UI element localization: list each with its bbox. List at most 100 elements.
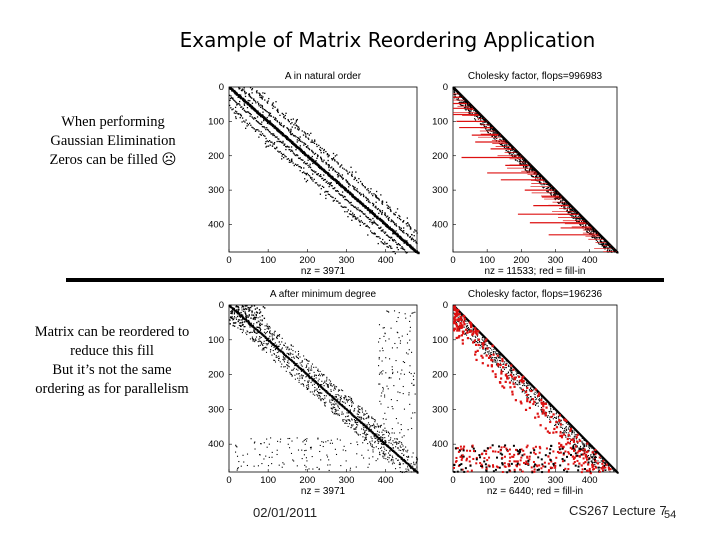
nonzero-mark	[277, 138, 279, 140]
nonzero-mark	[272, 102, 274, 104]
nonzero-mark	[236, 455, 239, 457]
nonzero-mark	[528, 171, 530, 173]
nonzero-mark	[554, 191, 557, 193]
nonzero-mark	[283, 359, 285, 361]
nonzero-mark	[381, 347, 383, 349]
nonzero-mark	[380, 403, 382, 405]
nonzero-mark	[308, 134, 311, 136]
nonzero-mark	[251, 311, 253, 313]
nonzero-mark	[371, 193, 373, 195]
nonzero-mark	[390, 245, 392, 247]
nonzero-mark	[375, 446, 377, 448]
nonzero-mark	[411, 427, 413, 430]
nonzero-mark	[245, 119, 247, 121]
nonzero-mark	[380, 241, 382, 243]
nonzero-mark	[377, 442, 379, 444]
nonzero-mark	[297, 354, 299, 356]
nonzero-mark	[573, 215, 575, 217]
nonzero-mark	[464, 100, 466, 102]
nonzero-mark	[316, 154, 319, 156]
nonzero-mark	[352, 424, 354, 426]
nonzero-mark	[261, 349, 263, 351]
nonzero-mark	[372, 204, 374, 207]
nonzero-mark	[300, 383, 302, 385]
nonzero-mark	[593, 234, 595, 237]
nonzero-mark	[284, 342, 286, 344]
nonzero-mark	[319, 184, 321, 186]
nonzero-mark	[252, 314, 255, 316]
nonzero-mark	[372, 456, 374, 458]
y-tick-label: 200	[432, 370, 448, 381]
nonzero-mark	[291, 150, 294, 152]
nonzero-mark	[253, 317, 255, 319]
nonzero-mark	[241, 319, 243, 321]
nonzero-mark	[341, 186, 344, 189]
nonzero-mark	[385, 201, 388, 203]
nonzero-mark	[328, 155, 330, 157]
nonzero-mark	[247, 316, 249, 318]
nonzero-mark	[287, 437, 289, 440]
nonzero-mark	[349, 409, 351, 411]
nonzero-mark	[274, 117, 276, 119]
nonzero-mark	[303, 142, 305, 144]
nonzero-mark	[417, 252, 420, 255]
nonzero-mark	[388, 245, 391, 247]
nonzero-mark	[321, 375, 324, 377]
nonzero-mark	[276, 110, 279, 113]
nonzero-mark	[391, 458, 393, 460]
nonzero-mark	[378, 358, 380, 360]
nonzero-mark	[560, 195, 562, 197]
nonzero-mark	[598, 237, 601, 239]
nonzero-mark	[295, 164, 298, 166]
nonzero-mark	[576, 212, 578, 215]
nonzero-mark	[303, 151, 306, 153]
nonzero-mark	[460, 104, 462, 106]
nonzero-mark	[305, 136, 307, 138]
nonzero-mark	[259, 340, 261, 342]
nonzero-mark	[307, 147, 309, 149]
nonzero-mark	[408, 465, 411, 467]
nonzero-mark	[243, 307, 245, 309]
nonzero-mark	[244, 95, 247, 98]
nonzero-mark	[306, 387, 308, 390]
nonzero-mark	[288, 159, 291, 162]
nonzero-mark	[306, 460, 308, 462]
nonzero-mark	[311, 139, 313, 141]
nonzero-mark	[340, 194, 342, 196]
nonzero-mark	[339, 439, 341, 441]
nonzero-mark	[391, 463, 394, 465]
nonzero-mark	[254, 441, 256, 443]
nonzero-mark	[493, 128, 496, 130]
nonzero-mark	[508, 143, 511, 146]
nonzero-mark	[269, 335, 271, 337]
nonzero-mark	[268, 122, 271, 125]
nonzero-mark	[387, 235, 389, 237]
nonzero-mark	[324, 380, 326, 382]
nonzero-mark	[321, 384, 323, 386]
nonzero-mark	[278, 464, 280, 466]
nonzero-mark	[528, 163, 530, 165]
nonzero-mark	[313, 383, 315, 385]
nonzero-mark	[321, 373, 323, 375]
nonzero-mark	[591, 236, 593, 238]
nonzero-mark	[396, 331, 398, 333]
nonzero-mark	[320, 158, 323, 161]
nonzero-mark	[326, 191, 328, 193]
nonzero-mark	[402, 221, 404, 223]
nonzero-mark	[308, 369, 310, 371]
nonzero-mark	[331, 196, 333, 198]
nonzero-mark	[229, 97, 232, 100]
nonzero-mark	[395, 230, 397, 232]
nonzero-mark	[285, 112, 287, 114]
nonzero-mark	[413, 231, 415, 233]
nonzero-mark	[337, 200, 339, 202]
nonzero-mark	[353, 428, 355, 430]
nonzero-mark	[370, 428, 372, 430]
nonzero-mark	[245, 332, 247, 334]
nonzero-mark	[382, 238, 384, 241]
nonzero-mark	[390, 437, 392, 439]
nonzero-mark	[241, 117, 244, 119]
plot-title: Cholesky factor, flops=996983	[468, 71, 603, 82]
nonzero-mark	[307, 164, 309, 167]
nonzero-mark	[399, 340, 402, 342]
